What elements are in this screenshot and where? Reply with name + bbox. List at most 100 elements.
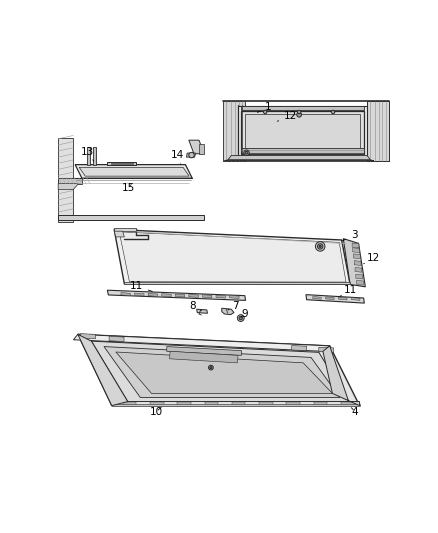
Polygon shape xyxy=(104,346,340,398)
Polygon shape xyxy=(177,402,191,406)
Polygon shape xyxy=(357,280,364,285)
Polygon shape xyxy=(199,143,204,154)
Text: 11: 11 xyxy=(340,285,357,296)
Polygon shape xyxy=(223,101,245,160)
Polygon shape xyxy=(343,239,365,287)
Polygon shape xyxy=(286,402,300,406)
Circle shape xyxy=(315,241,325,251)
Circle shape xyxy=(189,152,194,158)
Polygon shape xyxy=(114,229,136,231)
Polygon shape xyxy=(112,403,360,406)
Polygon shape xyxy=(111,163,133,164)
Polygon shape xyxy=(58,177,82,184)
Polygon shape xyxy=(189,294,198,297)
Polygon shape xyxy=(79,167,189,176)
Polygon shape xyxy=(78,334,360,406)
Polygon shape xyxy=(238,106,367,157)
Polygon shape xyxy=(354,261,361,265)
Text: 4: 4 xyxy=(351,407,358,417)
Polygon shape xyxy=(241,111,364,154)
Polygon shape xyxy=(134,293,144,296)
Polygon shape xyxy=(124,282,350,285)
Polygon shape xyxy=(241,106,364,110)
Circle shape xyxy=(208,365,213,370)
Text: 9: 9 xyxy=(241,309,248,319)
Text: 3: 3 xyxy=(343,230,357,241)
Polygon shape xyxy=(313,296,321,299)
Polygon shape xyxy=(187,153,196,157)
Polygon shape xyxy=(58,139,74,222)
Polygon shape xyxy=(352,243,359,248)
Polygon shape xyxy=(78,334,128,406)
Circle shape xyxy=(237,314,244,321)
Polygon shape xyxy=(351,297,360,300)
Polygon shape xyxy=(175,294,185,297)
Text: 13: 13 xyxy=(80,147,94,161)
Polygon shape xyxy=(202,295,212,298)
Polygon shape xyxy=(109,336,124,342)
Text: 10: 10 xyxy=(149,407,162,417)
Circle shape xyxy=(245,151,248,154)
Text: 8: 8 xyxy=(189,301,201,311)
Polygon shape xyxy=(245,114,360,151)
Polygon shape xyxy=(232,402,245,406)
Text: 11: 11 xyxy=(130,281,152,292)
Polygon shape xyxy=(119,232,346,282)
Polygon shape xyxy=(92,341,349,401)
Polygon shape xyxy=(107,290,246,301)
Polygon shape xyxy=(87,147,90,165)
Polygon shape xyxy=(75,165,192,178)
Polygon shape xyxy=(222,308,234,314)
Polygon shape xyxy=(197,309,208,313)
Polygon shape xyxy=(259,402,273,406)
Polygon shape xyxy=(205,402,218,406)
Polygon shape xyxy=(319,347,334,352)
Polygon shape xyxy=(325,297,334,300)
Polygon shape xyxy=(189,140,204,154)
Polygon shape xyxy=(114,231,124,237)
Polygon shape xyxy=(339,297,347,300)
Polygon shape xyxy=(341,402,354,406)
Polygon shape xyxy=(241,148,364,154)
Polygon shape xyxy=(148,293,158,296)
Polygon shape xyxy=(167,346,241,356)
Polygon shape xyxy=(306,295,364,303)
Circle shape xyxy=(297,112,301,117)
Polygon shape xyxy=(114,229,350,284)
Polygon shape xyxy=(81,334,95,339)
Polygon shape xyxy=(170,351,238,363)
Circle shape xyxy=(297,110,301,114)
Polygon shape xyxy=(116,352,332,393)
Polygon shape xyxy=(292,345,307,351)
Polygon shape xyxy=(355,268,362,272)
Polygon shape xyxy=(121,293,131,296)
Polygon shape xyxy=(323,346,360,406)
Text: 1: 1 xyxy=(258,102,272,112)
Polygon shape xyxy=(356,274,363,279)
Circle shape xyxy=(244,150,249,156)
Polygon shape xyxy=(162,294,171,297)
Text: 7: 7 xyxy=(228,301,239,311)
Circle shape xyxy=(318,244,323,249)
Polygon shape xyxy=(353,254,360,259)
Polygon shape xyxy=(230,295,239,298)
Polygon shape xyxy=(228,156,371,160)
Polygon shape xyxy=(216,295,226,298)
Circle shape xyxy=(239,317,243,320)
Polygon shape xyxy=(353,248,360,253)
Polygon shape xyxy=(314,402,327,406)
Circle shape xyxy=(264,110,267,114)
Polygon shape xyxy=(367,101,389,160)
Polygon shape xyxy=(58,184,78,189)
Text: 12: 12 xyxy=(277,111,297,122)
Circle shape xyxy=(332,110,335,114)
Polygon shape xyxy=(93,147,96,165)
Text: 15: 15 xyxy=(122,183,135,193)
Circle shape xyxy=(210,367,212,369)
Polygon shape xyxy=(74,334,330,351)
Polygon shape xyxy=(107,162,136,165)
Polygon shape xyxy=(58,215,204,220)
Polygon shape xyxy=(123,402,136,406)
Text: 12: 12 xyxy=(364,253,381,264)
Text: 14: 14 xyxy=(171,150,184,163)
